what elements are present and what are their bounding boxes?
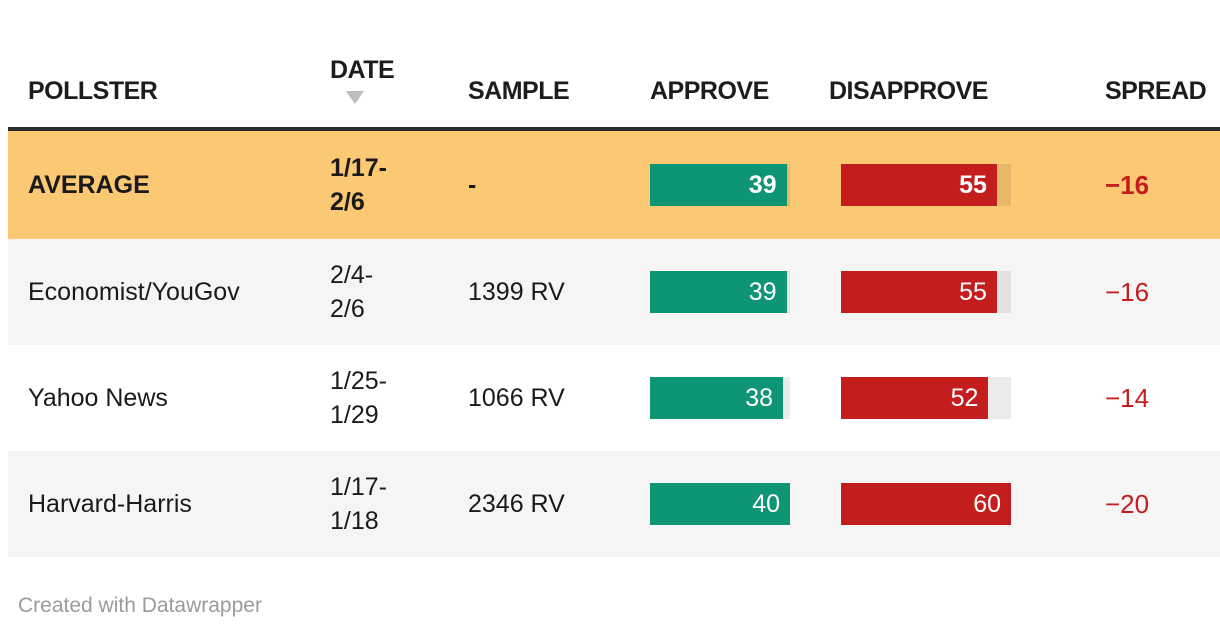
approve-bar-track: 39 <box>650 271 790 313</box>
disapprove-value: 55 <box>959 278 987 306</box>
approve-bar: 38 <box>650 377 783 419</box>
approve-cell: 39 <box>638 271 821 313</box>
sort-desc-icon <box>346 91 364 104</box>
table-header: POLLSTER DATE SAMPLE APPROVE DISAPPROVE … <box>8 0 1220 131</box>
disapprove-bar: 60 <box>841 483 1011 525</box>
column-header-date-label: DATE <box>330 56 395 84</box>
spread-cell: −16 <box>1048 170 1220 201</box>
spread-value: −14 <box>1105 382 1150 413</box>
column-header-date[interactable]: DATE <box>308 56 450 127</box>
disapprove-cell: 55 <box>821 164 1048 206</box>
column-header-pollster[interactable]: POLLSTER <box>28 77 158 105</box>
sample-cell: 2346 RV <box>468 489 565 518</box>
disapprove-bar: 55 <box>841 164 997 206</box>
table-row: Yahoo News 1/25- 1/29 1066 RV 38 52 −14 <box>8 345 1220 451</box>
date-cell: 2/4- 2/6 <box>330 261 374 323</box>
spread-value: −16 <box>1105 276 1150 307</box>
sample-cell: - <box>468 170 477 199</box>
disapprove-value: 60 <box>973 490 1001 518</box>
date-cell: 1/25- 1/29 <box>330 367 387 429</box>
approve-bar: 39 <box>650 164 787 206</box>
approve-bar: 39 <box>650 271 787 313</box>
disapprove-value: 52 <box>950 384 979 412</box>
poll-table: POLLSTER DATE SAMPLE APPROVE DISAPPROVE … <box>8 0 1220 557</box>
approve-bar-track: 38 <box>650 377 790 419</box>
spread-cell: −16 <box>1048 277 1220 308</box>
table-row: Economist/YouGov 2/4- 2/6 1399 RV 39 55 … <box>8 239 1220 345</box>
table-row-average: AVERAGE 1/17- 2/6 - 39 55 −16 <box>8 131 1220 239</box>
approve-cell: 40 <box>638 483 821 525</box>
disapprove-bar-track: 55 <box>841 271 1011 313</box>
column-header-disapprove[interactable]: DISAPPROVE <box>829 77 988 105</box>
disapprove-bar-track: 60 <box>841 483 1011 525</box>
approve-cell: 39 <box>638 164 821 206</box>
disapprove-cell: 60 <box>821 483 1048 525</box>
approve-value: 40 <box>752 490 780 518</box>
date-cell: 1/17- 2/6 <box>330 154 387 216</box>
approve-bar-track: 39 <box>650 164 790 206</box>
disapprove-bar-track: 55 <box>841 164 1011 206</box>
pollster-cell: AVERAGE <box>28 170 150 199</box>
spread-cell: −20 <box>1048 489 1220 520</box>
approve-value: 39 <box>748 171 777 199</box>
disapprove-bar: 55 <box>841 271 997 313</box>
date-cell: 1/17- 1/18 <box>330 473 387 535</box>
approve-bar-track: 40 <box>650 483 790 525</box>
approve-cell: 38 <box>638 377 821 419</box>
disapprove-bar-track: 52 <box>841 377 1011 419</box>
approve-value: 39 <box>748 278 777 306</box>
spread-cell: −14 <box>1048 383 1220 414</box>
column-header-spread[interactable]: SPREAD <box>1105 77 1207 105</box>
pollster-cell: Yahoo News <box>28 383 168 412</box>
table-row: Harvard-Harris 1/17- 1/18 2346 RV 40 60 … <box>8 451 1220 557</box>
spread-value: −16 <box>1105 169 1150 200</box>
disapprove-value: 55 <box>959 171 987 199</box>
column-header-approve[interactable]: APPROVE <box>650 77 769 105</box>
approve-value: 38 <box>745 384 773 412</box>
approve-bar: 40 <box>650 483 790 525</box>
spread-value: −20 <box>1105 488 1150 519</box>
column-header-sample[interactable]: SAMPLE <box>468 77 570 105</box>
disapprove-bar: 52 <box>841 377 989 419</box>
sample-cell: 1066 RV <box>468 383 565 412</box>
pollster-cell: Harvard-Harris <box>28 489 192 518</box>
pollster-cell: Economist/YouGov <box>28 277 240 306</box>
disapprove-cell: 52 <box>821 377 1048 419</box>
datawrapper-credit-link[interactable]: Created with Datawrapper <box>18 594 262 617</box>
disapprove-cell: 55 <box>821 271 1048 313</box>
sample-cell: 1399 RV <box>468 277 565 306</box>
